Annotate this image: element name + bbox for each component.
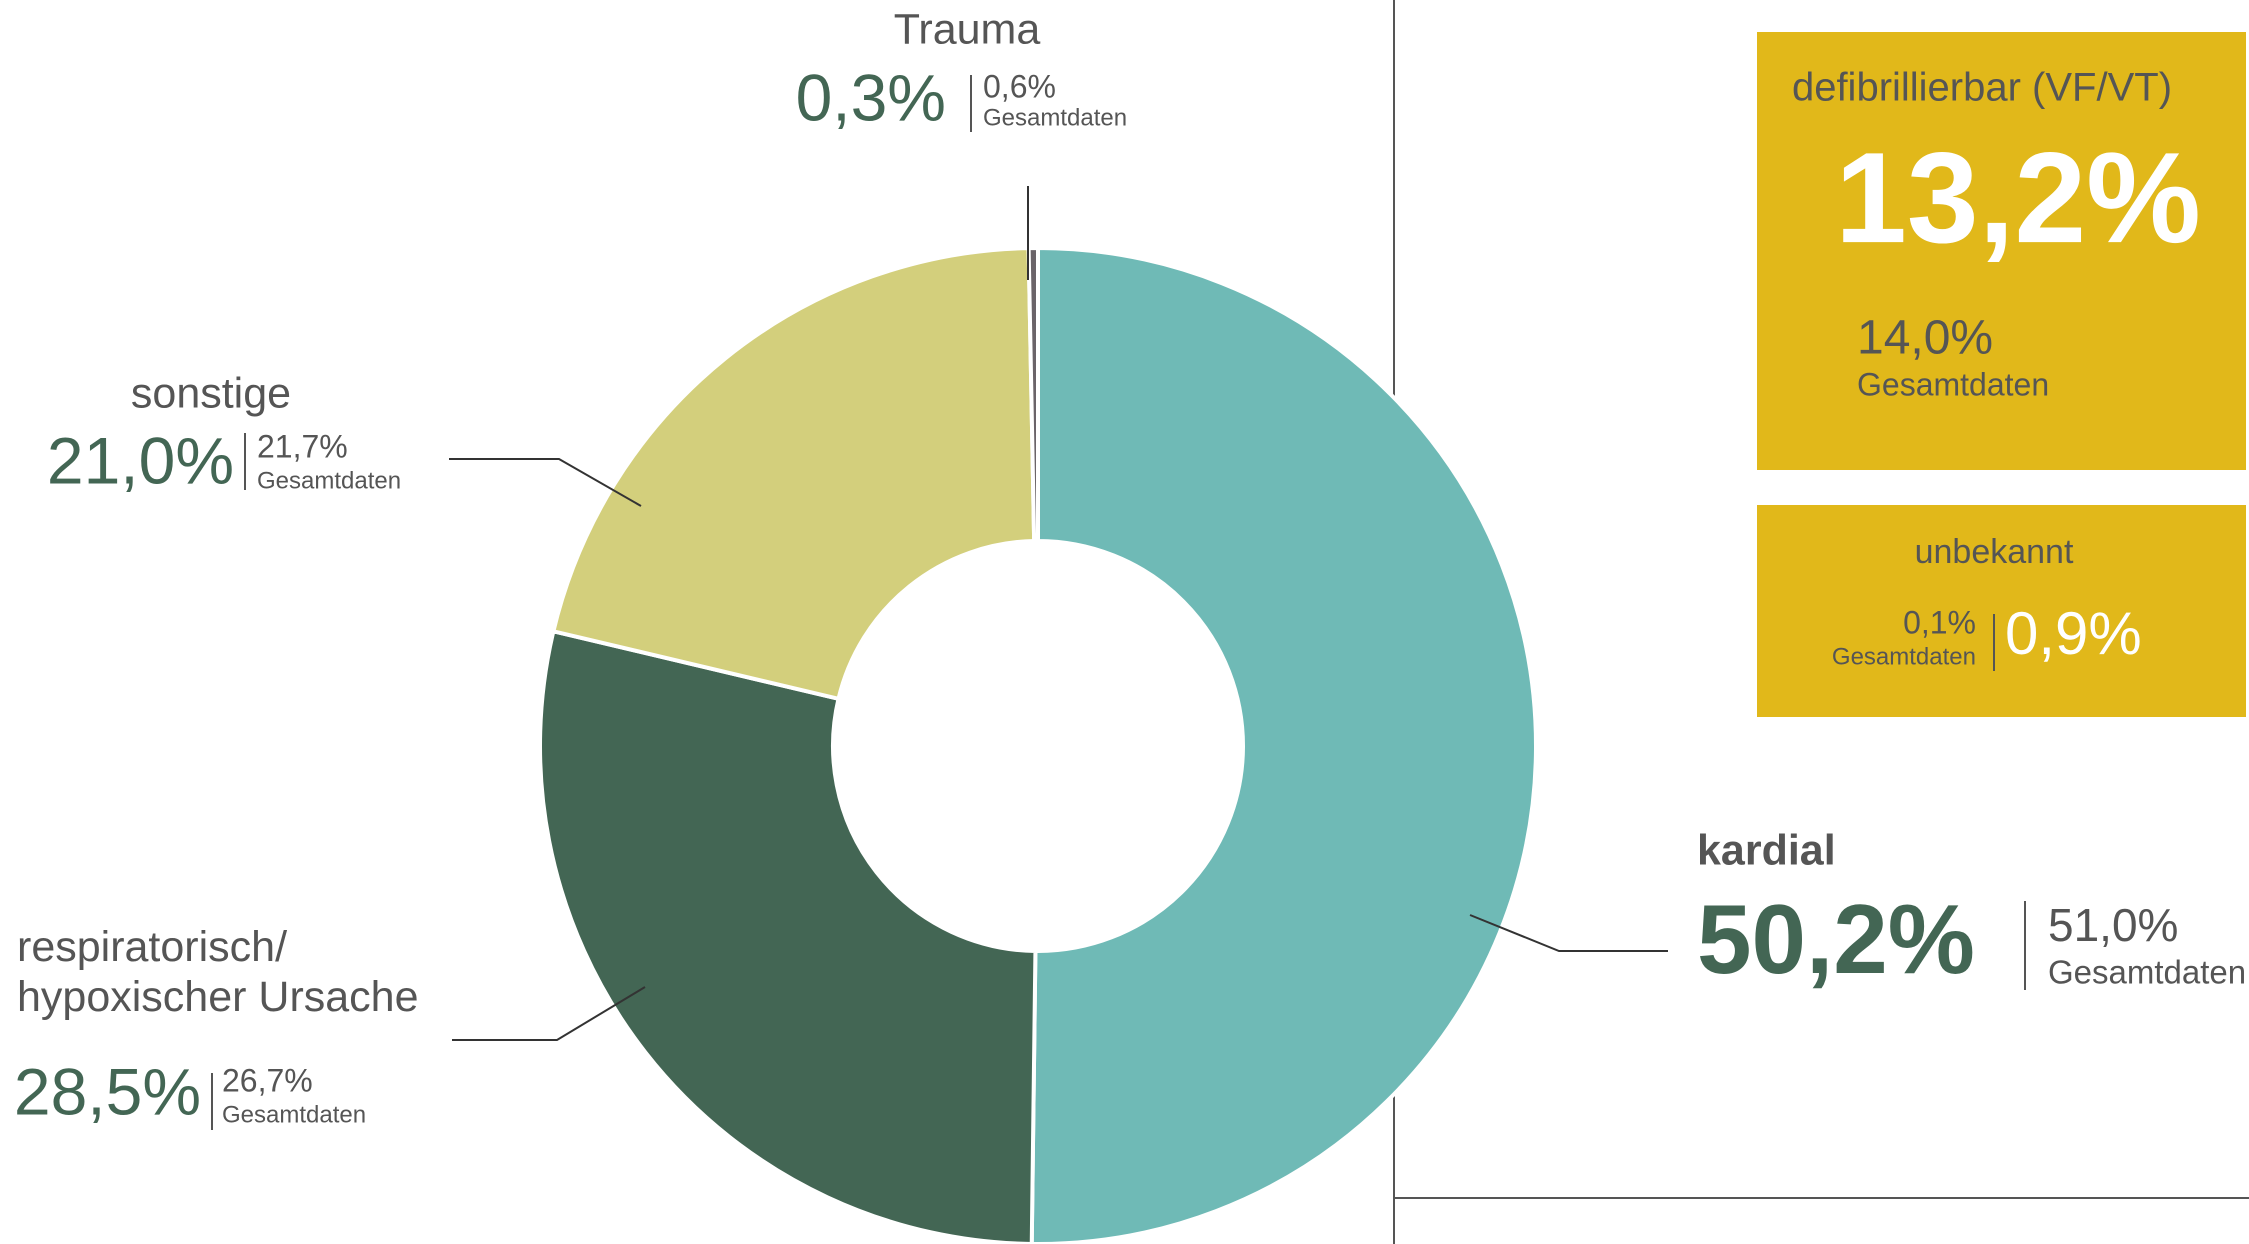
total-label: 0,6% [983,68,1056,104]
panel-total: 0,1% [1903,604,1976,640]
value-label: 28,5% [14,1054,201,1128]
value-label: 0,3% [796,60,946,134]
panel-caption: Gesamtdaten [1857,366,2049,402]
leader-line [452,986,646,1041]
total-caption: Gesamtdaten [257,467,401,494]
panel-total: 14,0% [1857,312,1993,365]
value-label: 21,0% [47,423,234,497]
leader-line [449,458,642,507]
panel [1757,32,2246,470]
total-label: 26,7% [222,1062,313,1098]
leader-line [1469,914,1668,952]
total-caption: Gesamtdaten [2048,954,2246,991]
donut-segment [550,246,1037,702]
category-label: Trauma [894,5,1041,53]
category-label: kardial [1697,826,1836,874]
donut-segment [1029,245,1539,1244]
category-label: sonstige [131,369,291,417]
panel-value: 13,2% [1835,126,2201,270]
donut-segment [538,628,1038,1244]
panel-caption: Gesamtdaten [1832,643,1976,670]
value-label: 50,2% [1697,884,1975,994]
panel-title: defibrillierbar (VF/VT) [1792,66,2172,110]
panel-value: 0,9% [2005,600,2142,667]
panel [1757,505,2246,717]
category-label: respiratorisch/ hypoxischer Ursache [17,923,419,1021]
total-caption: Gesamtdaten [222,1101,366,1128]
donut-segment [1026,245,1040,544]
total-label: 51,0% [2048,899,2178,951]
panel-title: unbekannt [1915,533,2074,571]
total-label: 21,7% [257,428,348,464]
total-caption: Gesamtdaten [983,104,1127,131]
